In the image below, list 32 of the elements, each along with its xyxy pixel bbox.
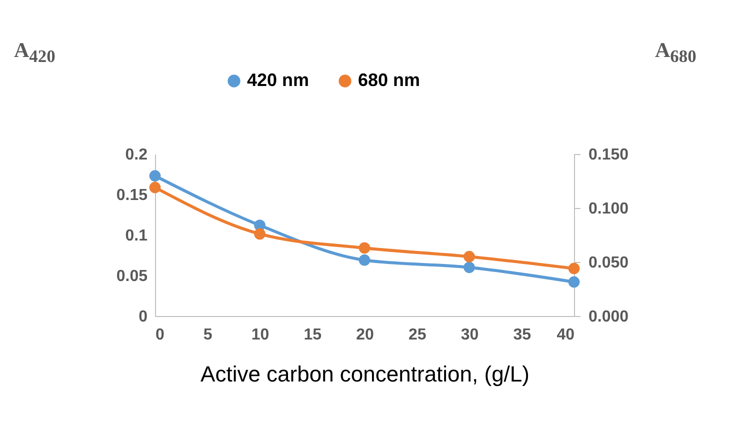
x-tick-label: 35 — [513, 326, 532, 344]
point — [149, 182, 161, 194]
point — [149, 170, 161, 182]
y-axis-title: A$_{420}$ — [14, 38, 56, 68]
y2-tick-label: 0.100 — [588, 200, 629, 218]
x-tick-label: 25 — [408, 326, 426, 344]
x-tick-label: 20 — [356, 326, 374, 344]
x-tick-label: 30 — [460, 326, 479, 344]
y-tick-label: 0.2 — [125, 146, 148, 164]
legend-label: 680 nm — [358, 70, 420, 90]
point — [358, 242, 370, 254]
x-tick-label: 0 — [156, 326, 164, 344]
x-tick-label: 15 — [304, 326, 322, 344]
y-tick-label: 0.15 — [116, 187, 148, 204]
y2-tick-label: 0.000 — [588, 308, 629, 326]
point — [464, 250, 475, 262]
legend-label: 420 nm — [247, 70, 310, 90]
y-tick-label: 0 — [138, 308, 148, 326]
point — [358, 254, 370, 266]
y-tick-label: 0.1 — [125, 228, 148, 244]
point — [568, 262, 580, 274]
point — [254, 228, 266, 240]
x-tick-label: 5 — [203, 326, 212, 344]
y2-axis-title: A$_{680}$ — [655, 38, 696, 68]
y-tick-label: 0.05 — [116, 268, 148, 285]
y2-tick-label: 0.150 — [588, 146, 629, 164]
point — [464, 262, 475, 274]
x-tick-label: 10 — [251, 326, 270, 344]
y2-tick-label: 0.050 — [588, 254, 629, 272]
x-axis-title: Active carbon concentration, (g/L) — [200, 362, 530, 386]
x-tick-label: 40 — [556, 326, 575, 344]
point — [568, 276, 580, 288]
